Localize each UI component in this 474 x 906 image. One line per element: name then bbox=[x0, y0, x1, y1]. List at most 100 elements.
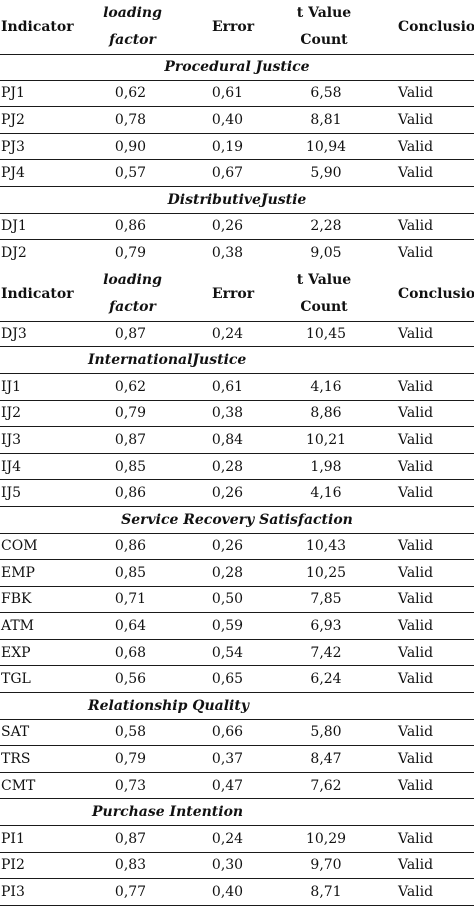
cell-loading: 0,56 bbox=[114, 671, 147, 688]
cell-tvalue: 10,43 bbox=[305, 538, 347, 555]
cell-indicator: CMT bbox=[1, 777, 36, 794]
table-row: PJ1 0,62 0,61 6,58 Valid bbox=[0, 81, 474, 108]
cell-error: 0,47 bbox=[211, 777, 244, 794]
cell-tvalue: 10,94 bbox=[305, 138, 347, 155]
cell-loading: 0,79 bbox=[114, 245, 147, 262]
cell-error: 0,50 bbox=[211, 591, 244, 608]
header-conclusion: Conclusion bbox=[398, 19, 474, 35]
section-header: InternationalJustice bbox=[0, 347, 474, 374]
cell-indicator: FBK bbox=[1, 591, 32, 608]
section-header: Service Recovery Satisfaction bbox=[0, 507, 474, 534]
cell-error: 0,67 bbox=[211, 165, 244, 182]
cell-loading: 0,77 bbox=[114, 884, 147, 901]
header-loading-line1: loading bbox=[103, 5, 162, 21]
section-title: Procedural Justice bbox=[164, 59, 310, 76]
table-row: TGL 0,56 0,65 6,24 Valid bbox=[0, 666, 474, 694]
cell-conclusion: Valid bbox=[398, 326, 434, 343]
cell-tvalue: 7,62 bbox=[310, 777, 342, 794]
table-row: IJ2 0,79 0,38 8,86 Valid bbox=[0, 401, 474, 428]
cell-error: 0,37 bbox=[211, 751, 244, 768]
cell-error: 0,28 bbox=[211, 458, 244, 475]
cell-tvalue: 6,58 bbox=[310, 85, 342, 102]
cell-indicator: IJ1 bbox=[1, 378, 22, 395]
cell-loading: 0,62 bbox=[114, 85, 147, 102]
cell-indicator: ATM bbox=[1, 618, 35, 635]
cell-conclusion: Valid bbox=[398, 618, 434, 635]
header-loading-line1: loading bbox=[103, 271, 162, 288]
cell-tvalue: 8,81 bbox=[310, 111, 342, 128]
cell-loading: 0,86 bbox=[114, 538, 147, 555]
cell-tvalue: 10,29 bbox=[305, 830, 347, 847]
table-row: CMT 0,73 0,47 7,62 Valid bbox=[0, 773, 474, 800]
section-header: Procedural Justice bbox=[0, 54, 474, 81]
cell-error: 0,30 bbox=[211, 857, 244, 874]
cell-indicator: PJ1 bbox=[1, 85, 25, 102]
cell-conclusion: Valid bbox=[398, 138, 434, 155]
cell-conclusion: Valid bbox=[398, 777, 434, 794]
cell-loading: 0,78 bbox=[114, 111, 147, 128]
header-loading-line2: factor bbox=[109, 32, 156, 48]
cell-conclusion: Valid bbox=[398, 431, 434, 448]
table-row: DJ2 0,79 0,38 9,05 Valid bbox=[0, 240, 474, 267]
cell-loading: 0,57 bbox=[114, 165, 147, 182]
cell-loading: 0,90 bbox=[114, 138, 147, 155]
table-row: PJ4 0,57 0,67 5,90 Valid bbox=[0, 160, 474, 187]
cell-conclusion: Valid bbox=[398, 538, 434, 555]
cell-indicator: PJ2 bbox=[1, 111, 25, 128]
cell-conclusion: Valid bbox=[398, 751, 434, 768]
cell-loading: 0,79 bbox=[114, 405, 147, 422]
table-row: DJ3 0,87 0,24 10,45 Valid bbox=[0, 320, 474, 348]
cell-conclusion: Valid bbox=[398, 245, 434, 262]
cell-tvalue: 6,93 bbox=[310, 618, 342, 635]
cell-tvalue: 7,85 bbox=[310, 591, 342, 608]
header-conclusion: Conclusion bbox=[398, 285, 474, 302]
cell-error: 0,59 bbox=[211, 618, 244, 635]
cell-tvalue: 9,05 bbox=[310, 245, 342, 262]
cell-error: 0,19 bbox=[211, 138, 244, 155]
cell-tvalue: 1,98 bbox=[310, 458, 342, 475]
cell-conclusion: Valid bbox=[398, 830, 434, 847]
cell-indicator: DJ1 bbox=[1, 218, 27, 235]
table-header: Indicator loading factor Error t Value C… bbox=[0, 0, 474, 54]
cell-indicator: PI3 bbox=[1, 884, 25, 901]
cell-conclusion: Valid bbox=[398, 671, 434, 688]
cell-error: 0,66 bbox=[211, 724, 244, 741]
cell-loading: 0,71 bbox=[114, 591, 147, 608]
section-title: DistributiveJustie bbox=[167, 191, 307, 208]
cell-indicator: PJ4 bbox=[1, 165, 25, 182]
header-loading-line2: factor bbox=[109, 298, 156, 315]
header-t-value-count: t Value Count bbox=[292, 267, 356, 321]
header-t-value-count: t Value Count bbox=[292, 0, 356, 54]
section-header: Relationship Quality bbox=[0, 693, 474, 720]
cell-error: 0,24 bbox=[211, 326, 244, 343]
cell-error: 0,38 bbox=[211, 405, 244, 422]
table-row: IJ1 0,62 0,61 4,16 Valid bbox=[0, 374, 474, 401]
header-indicator: Indicator bbox=[1, 285, 74, 302]
cell-loading: 0,68 bbox=[114, 644, 147, 661]
cell-indicator: TRS bbox=[1, 751, 31, 768]
cell-tvalue: 6,24 bbox=[310, 671, 342, 688]
table-row: PJ3 0,90 0,19 10,94 Valid bbox=[0, 134, 474, 161]
table-row: EMP 0,85 0,28 10,25 Valid bbox=[0, 560, 474, 587]
cell-indicator: DJ2 bbox=[1, 245, 27, 262]
cell-conclusion: Valid bbox=[398, 564, 434, 581]
cell-indicator: PJ3 bbox=[1, 138, 25, 155]
cell-conclusion: Valid bbox=[398, 724, 434, 741]
cell-tvalue: 10,21 bbox=[305, 431, 347, 448]
cell-error: 0,40 bbox=[211, 884, 244, 901]
cell-indicator: PI1 bbox=[1, 830, 25, 847]
cell-loading: 0,86 bbox=[114, 218, 147, 235]
cell-indicator: IJ3 bbox=[1, 431, 22, 448]
table-row: EXP 0,68 0,54 7,42 Valid bbox=[0, 640, 474, 667]
cell-error: 0,61 bbox=[211, 85, 244, 102]
cell-loading: 0,73 bbox=[114, 777, 147, 794]
cell-tvalue: 10,25 bbox=[305, 564, 347, 581]
cell-indicator: EMP bbox=[1, 564, 35, 581]
cell-loading: 0,79 bbox=[114, 751, 147, 768]
cell-loading: 0,58 bbox=[114, 724, 147, 741]
cell-indicator: PI2 bbox=[1, 857, 25, 874]
cell-loading: 0,87 bbox=[114, 431, 147, 448]
cell-loading: 0,85 bbox=[114, 564, 147, 581]
cell-indicator: IJ2 bbox=[1, 405, 22, 422]
table-row: COM 0,86 0,26 10,43 Valid bbox=[0, 534, 474, 561]
